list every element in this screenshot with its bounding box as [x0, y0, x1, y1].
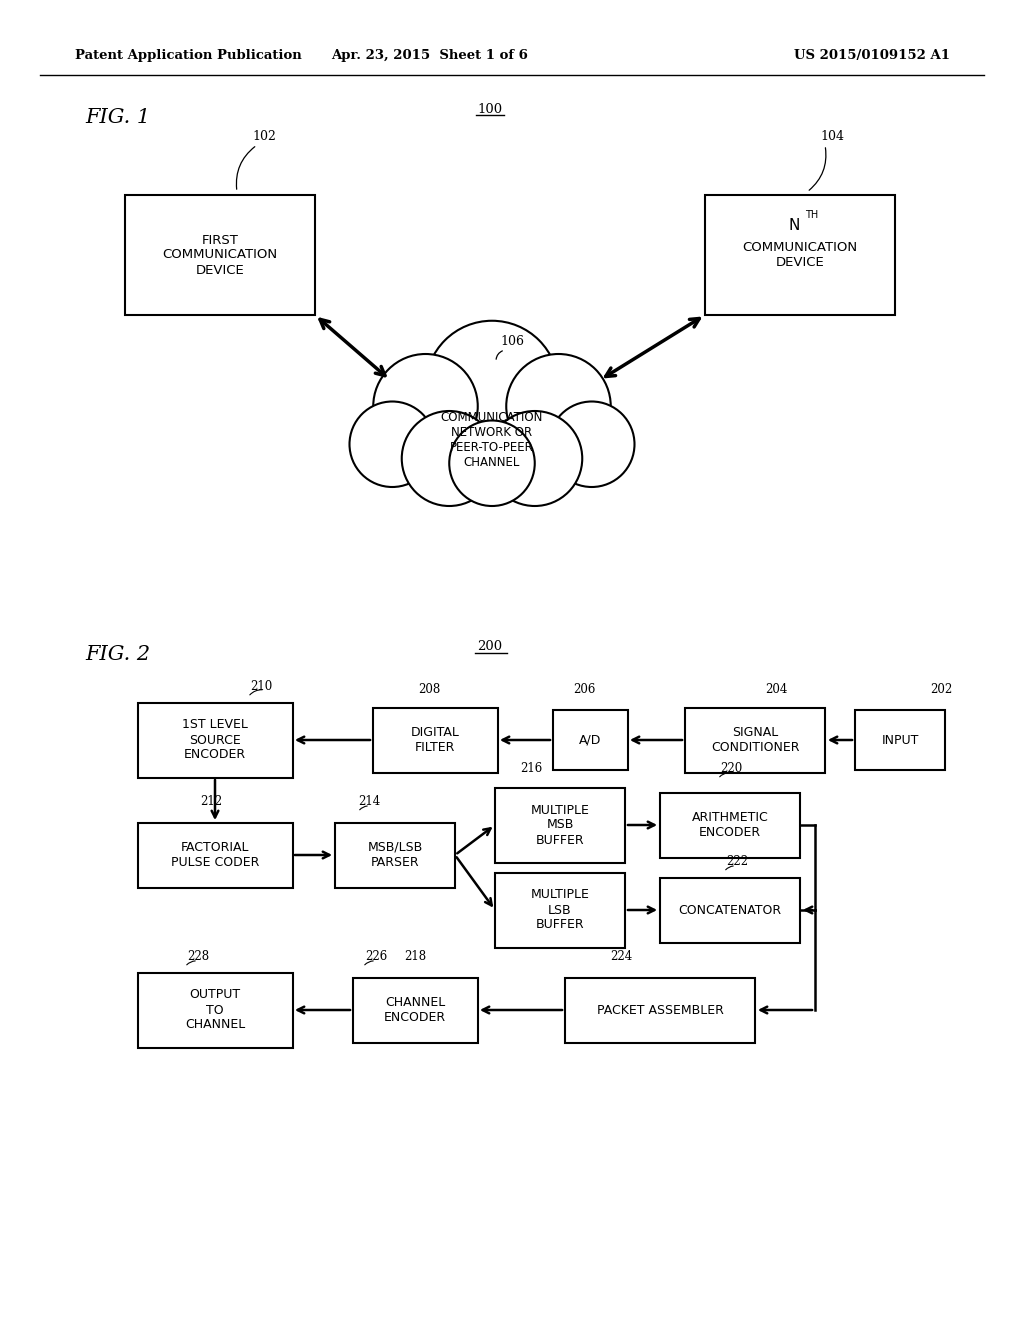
Text: FIRST
COMMUNICATION
DEVICE: FIRST COMMUNICATION DEVICE: [163, 234, 278, 276]
Text: A/D: A/D: [579, 734, 601, 747]
Text: 200: 200: [477, 640, 503, 653]
Text: 212: 212: [200, 795, 222, 808]
Text: 228: 228: [187, 950, 209, 964]
Bar: [660, 878, 800, 942]
Circle shape: [349, 401, 435, 487]
Text: 106: 106: [500, 335, 524, 348]
Bar: [125, 195, 315, 315]
Text: 210: 210: [250, 680, 272, 693]
Bar: [553, 710, 628, 770]
Text: 226: 226: [365, 950, 387, 964]
Text: MULTIPLE
LSB
BUFFER: MULTIPLE LSB BUFFER: [530, 888, 590, 932]
Circle shape: [549, 401, 635, 487]
Text: FIG. 2: FIG. 2: [85, 645, 151, 664]
Text: 100: 100: [477, 103, 503, 116]
Text: PACKET ASSEMBLER: PACKET ASSEMBLER: [597, 1003, 723, 1016]
Text: 218: 218: [403, 950, 426, 964]
Text: FIG. 1: FIG. 1: [85, 108, 151, 127]
Text: 206: 206: [573, 682, 595, 696]
Text: 208: 208: [418, 682, 440, 696]
Text: N: N: [788, 218, 800, 232]
Circle shape: [487, 411, 583, 506]
Text: MSB/LSB
PARSER: MSB/LSB PARSER: [368, 841, 423, 869]
Text: DIGITAL
FILTER: DIGITAL FILTER: [411, 726, 460, 754]
Bar: [352, 978, 477, 1043]
Text: CHANNEL
ENCODER: CHANNEL ENCODER: [384, 997, 446, 1024]
Text: 102: 102: [252, 129, 275, 143]
Text: 224: 224: [610, 950, 632, 964]
Text: 222: 222: [726, 855, 749, 869]
Circle shape: [374, 354, 478, 458]
Bar: [685, 708, 825, 772]
Text: OUTPUT
TO
CHANNEL: OUTPUT TO CHANNEL: [185, 989, 245, 1031]
Text: US 2015/0109152 A1: US 2015/0109152 A1: [794, 49, 950, 62]
Bar: [373, 708, 498, 772]
Bar: [495, 788, 625, 862]
Text: Patent Application Publication: Patent Application Publication: [75, 49, 302, 62]
Text: TH: TH: [805, 210, 818, 220]
Text: ARITHMETIC
ENCODER: ARITHMETIC ENCODER: [691, 810, 768, 840]
Bar: [855, 710, 945, 770]
Text: COMMUNICATION
NETWORK OR
PEER-TO-PEER
CHANNEL: COMMUNICATION NETWORK OR PEER-TO-PEER CH…: [440, 411, 543, 469]
Text: MULTIPLE
MSB
BUFFER: MULTIPLE MSB BUFFER: [530, 804, 590, 846]
Text: SIGNAL
CONDITIONER: SIGNAL CONDITIONER: [711, 726, 800, 754]
Text: 220: 220: [720, 762, 742, 775]
Text: 216: 216: [520, 762, 543, 775]
Circle shape: [450, 421, 535, 506]
Bar: [335, 822, 455, 887]
Bar: [495, 873, 625, 948]
Text: INPUT: INPUT: [882, 734, 919, 747]
Circle shape: [426, 321, 558, 454]
Bar: [660, 792, 800, 858]
Bar: [705, 195, 895, 315]
Text: 1ST LEVEL
SOURCE
ENCODER: 1ST LEVEL SOURCE ENCODER: [182, 718, 248, 762]
Bar: [565, 978, 755, 1043]
Bar: [137, 973, 293, 1048]
Text: 202: 202: [930, 682, 952, 696]
Text: 104: 104: [820, 129, 844, 143]
Bar: [137, 702, 293, 777]
Text: FACTORIAL
PULSE CODER: FACTORIAL PULSE CODER: [171, 841, 259, 869]
Circle shape: [401, 411, 497, 506]
Text: 204: 204: [765, 682, 787, 696]
Bar: [137, 822, 293, 887]
Text: CONCATENATOR: CONCATENATOR: [679, 903, 781, 916]
Text: 214: 214: [358, 795, 380, 808]
Circle shape: [506, 354, 610, 458]
Text: COMMUNICATION
DEVICE: COMMUNICATION DEVICE: [742, 242, 857, 269]
Text: Apr. 23, 2015  Sheet 1 of 6: Apr. 23, 2015 Sheet 1 of 6: [332, 49, 528, 62]
